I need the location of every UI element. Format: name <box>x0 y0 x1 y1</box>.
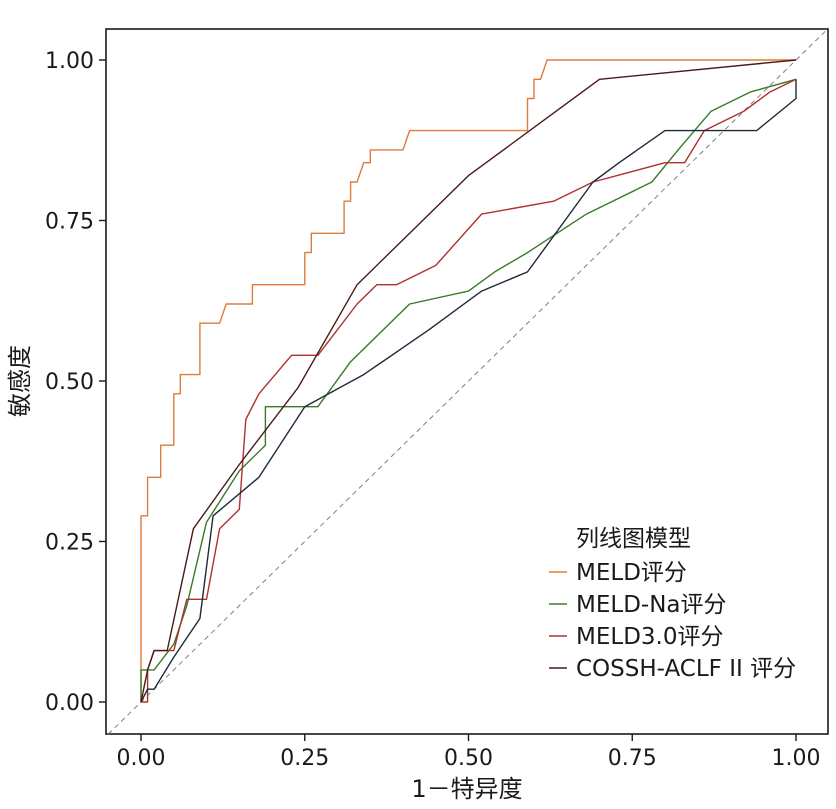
x-tick-label: 0.25 <box>280 746 329 771</box>
legend-entries: MELD评分 MELD-Na评分 MELD3.0评分 COSSH-ACLF II 评分 <box>549 560 796 682</box>
series-lines <box>140 59 797 703</box>
y-tick-label: 0.00 <box>45 691 94 716</box>
y-tick-label: 0.50 <box>45 370 94 395</box>
y-tick-label: 1.00 <box>45 49 94 74</box>
legend-label: MELD3.0评分 <box>576 624 723 650</box>
series-line-4 <box>140 79 797 703</box>
y-axis-ticks: 0.00 0.25 0.50 0.75 1.00 <box>45 49 106 716</box>
x-tick-label: 0.50 <box>444 746 493 771</box>
reference-diagonal-line <box>107 27 830 735</box>
series-line-1 <box>140 59 796 702</box>
reference-diagonal <box>107 27 830 735</box>
legend-label: MELD评分 <box>576 560 687 586</box>
legend-label: COSSH-ACLF II 评分 <box>576 656 796 682</box>
x-tick-label: 0.00 <box>117 746 166 771</box>
legend: 列线图模型 MELD评分 MELD-Na评分 MELD3.0评分 COSSH-ACLF… <box>549 526 796 682</box>
x-tick-label: 1.00 <box>772 746 821 771</box>
legend-title: 列线图模型 <box>576 526 691 552</box>
x-tick-label: 0.75 <box>608 746 657 771</box>
y-axis-label: 敏感度 <box>6 345 34 417</box>
x-axis-label: 1－特异度 <box>411 775 522 803</box>
x-axis-ticks: 0.00 0.25 0.50 0.75 1.00 <box>117 734 821 771</box>
y-tick-label: 0.25 <box>45 531 94 556</box>
y-tick-label: 0.75 <box>45 210 94 235</box>
series-line-3 <box>141 78 797 703</box>
series-line-5 <box>140 59 797 703</box>
legend-label: MELD-Na评分 <box>576 592 727 618</box>
